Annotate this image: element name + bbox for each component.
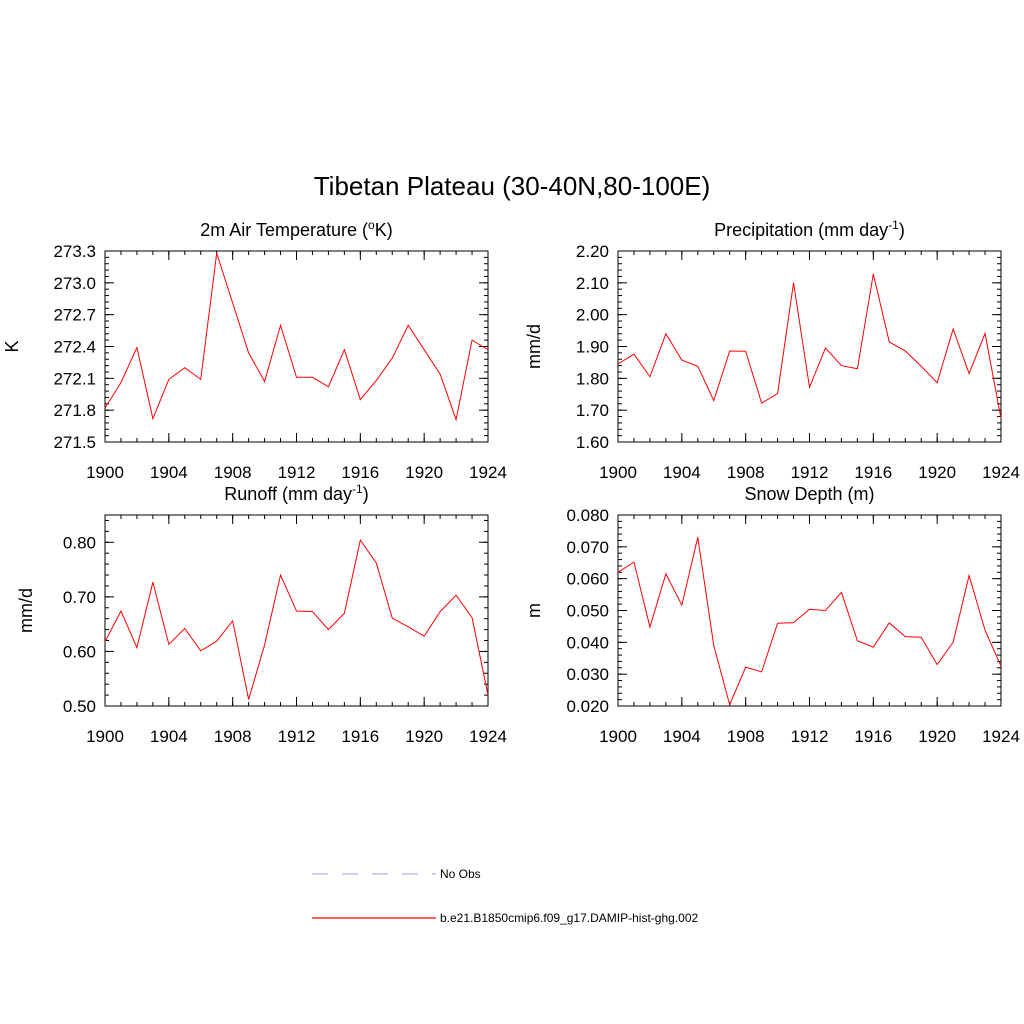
precipitation-x-tick-label: 1924: [982, 463, 1020, 482]
snow-depth-y-tick-label: 0.080: [566, 506, 609, 525]
snow-depth-x-tick-label: 1920: [918, 727, 956, 746]
snow-depth-y-tick-label: 0.020: [566, 697, 609, 716]
snow-depth-x-tick-label: 1908: [727, 727, 765, 746]
precipitation-plot-frame: [617, 250, 1002, 443]
panel-precipitation: 1900 1904 1908 1912 1916 1920 1924 1.60 1.70 1.80…: [524, 218, 1020, 482]
precipitation-y-tick-label: 2.00: [576, 306, 609, 325]
air-temperature-x-tick-label: 1924: [469, 463, 507, 482]
runoff-x-tick-label: 1920: [405, 727, 443, 746]
air-temperature-y-tick-label: 272.1: [53, 369, 96, 388]
precipitation-panel-title-main: Precipitation (mm day: [714, 220, 888, 240]
precipitation-x-tick-label: 1904: [663, 463, 701, 482]
air-temperature-y-tick-label: 272.4: [53, 338, 96, 357]
panel-air-temperature: 1900 1904 1908 1912 1916 1920 1924 271.5 271.8 27…: [2, 218, 507, 482]
snow-depth-panel-title: Snow Depth (m): [744, 484, 874, 504]
runoff-panel-title-end: ): [363, 484, 369, 504]
snow-depth-x-tick-label: 1924: [982, 727, 1020, 746]
air-temperature-y-tick-label: 271.5: [53, 433, 96, 452]
precipitation-x-tick-label: 1908: [727, 463, 765, 482]
air-temperature-panel-title: 2m Air Temperature (oK): [200, 218, 392, 240]
air-temperature-series-line: [104, 252, 489, 422]
snow-depth-x-tick-label: 1900: [599, 727, 637, 746]
precipitation-y-axis-label: mm/d: [524, 324, 544, 369]
panel-snow-depth: 1900 1904 1908 1912 1916 1920 1924 0.020 0.030 0.…: [524, 484, 1020, 746]
air-temperature-y-tick-label: 273.0: [53, 274, 96, 293]
precipitation-y-tick-label: 1.60: [576, 433, 609, 452]
precipitation-x-tick-label: 1916: [854, 463, 892, 482]
runoff-x-tick-label: 1924: [469, 727, 507, 746]
snow-depth-y-tick-label: 0.060: [566, 570, 609, 589]
runoff-y-tick-label: 0.70: [63, 588, 96, 607]
precipitation-y-tick-label: 2.10: [576, 274, 609, 293]
runoff-panel-title-sup: -1: [352, 482, 363, 496]
snow-depth-y-tick-label: 0.040: [566, 633, 609, 652]
precipitation-panel-title-sup: -1: [888, 218, 899, 232]
runoff-x-tick-label: 1908: [214, 727, 252, 746]
runoff-y-axis-label: mm/d: [16, 588, 36, 633]
precipitation-y-tick-label: 1.70: [576, 401, 609, 420]
snow-depth-panel-title-main: Snow Depth (m): [744, 484, 874, 504]
legend-no-obs-label: No Obs: [440, 867, 481, 881]
runoff-x-tick-label: 1900: [86, 727, 124, 746]
air-temperature-y-axis-label: K: [2, 340, 22, 352]
runoff-x-tick-label: 1904: [150, 727, 188, 746]
snow-depth-y-tick-label: 0.070: [566, 538, 609, 557]
precipitation-x-tick-label: 1912: [791, 463, 829, 482]
legend: No Obs b.e21.B1850cmip6.f09_g17.DAMIP-hi…: [312, 867, 698, 925]
air-temperature-x-tick-label: 1908: [214, 463, 252, 482]
air-temperature-y-tick-label: 273.3: [53, 242, 96, 261]
air-temperature-panel-title-sup: o: [368, 218, 375, 232]
precipitation-series-line: [617, 273, 1002, 419]
air-temperature-y-tick-label: 271.8: [53, 401, 96, 420]
precipitation-panel-title: Precipitation (mm day-1): [714, 218, 905, 240]
air-temperature-x-tick-label: 1904: [150, 463, 188, 482]
precipitation-x-tick-label: 1900: [599, 463, 637, 482]
snow-depth-y-tick-label: 0.050: [566, 602, 609, 621]
runoff-y-tick-label: 0.60: [63, 642, 96, 661]
runoff-series-line: [104, 538, 489, 700]
runoff-y-tick-label: 0.80: [63, 533, 96, 552]
snow-depth-y-tick-label: 0.030: [566, 665, 609, 684]
air-temperature-plot-frame: [104, 250, 489, 443]
snow-depth-x-tick-label: 1916: [854, 727, 892, 746]
air-temperature-panel-title-end: K): [375, 220, 393, 240]
air-temperature-panel-title-main: 2m Air Temperature (: [200, 220, 368, 240]
air-temperature-x-tick-label: 1916: [341, 463, 379, 482]
panel-runoff: 1900 1904 1908 1912 1916 1920 1924 0.50 0.60 0.70…: [16, 482, 507, 746]
air-temperature-x-tick-label: 1900: [86, 463, 124, 482]
air-temperature-x-tick-label: 1920: [405, 463, 443, 482]
snow-depth-series-line: [617, 537, 1002, 707]
runoff-x-tick-label: 1912: [278, 727, 316, 746]
air-temperature-x-tick-label: 1912: [278, 463, 316, 482]
precipitation-x-tick-label: 1920: [918, 463, 956, 482]
runoff-x-tick-label: 1916: [341, 727, 379, 746]
snow-depth-plot-frame: [617, 514, 1002, 707]
snow-depth-x-tick-label: 1912: [791, 727, 829, 746]
snow-depth-x-tick-label: 1904: [663, 727, 701, 746]
precipitation-y-tick-label: 1.90: [576, 338, 609, 357]
snow-depth-y-axis-label: m: [524, 603, 544, 618]
runoff-y-tick-label: 0.50: [63, 697, 96, 716]
figure-title: Tibetan Plateau (30-40N,80-100E): [314, 171, 711, 201]
runoff-panel-title: Runoff (mm day-1): [224, 482, 368, 504]
legend-model-label: b.e21.B1850cmip6.f09_g17.DAMIP-hist-ghg.…: [440, 911, 698, 925]
precipitation-panel-title-end: ): [899, 220, 905, 240]
runoff-panel-title-main: Runoff (mm day: [224, 484, 352, 504]
precipitation-y-tick-label: 2.20: [576, 242, 609, 261]
air-temperature-y-tick-label: 272.7: [53, 306, 96, 325]
precipitation-y-tick-label: 1.80: [576, 369, 609, 388]
